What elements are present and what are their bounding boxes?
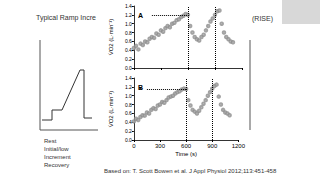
svg-text:900: 900 [207, 143, 218, 149]
svg-text:1.4: 1.4 [125, 75, 132, 81]
svg-text:V̇O2 (L·min⁻¹): V̇O2 (L·min⁻¹) [108, 91, 114, 128]
svg-text:0.0: 0.0 [125, 65, 132, 71]
html-text:Typical Ramp Incre: Typical Ramp Incre [36, 14, 96, 21]
html-text:Recovery: Recovery [44, 162, 70, 168]
html-text:Increment: Increment [44, 154, 71, 160]
svg-text:1200: 1200 [232, 143, 246, 149]
svg-text:Time (s): Time (s) [175, 151, 197, 157]
svg-text:1.4: 1.4 [125, 3, 132, 9]
svg-text:V̇O2 (L·min⁻¹): V̇O2 (L·min⁻¹) [108, 19, 114, 56]
svg-text:0.2: 0.2 [125, 56, 132, 62]
svg-text:1.2: 1.2 [125, 12, 132, 18]
svg-text:0.2: 0.2 [125, 128, 132, 134]
svg-text:300: 300 [155, 143, 166, 149]
svg-text:0.6: 0.6 [125, 110, 132, 116]
svg-text:0.6: 0.6 [125, 38, 132, 44]
svg-text:0.8: 0.8 [125, 102, 132, 108]
svg-text:0.4: 0.4 [125, 119, 132, 125]
svg-text:0.0: 0.0 [125, 137, 132, 143]
svg-text:A: A [138, 12, 143, 19]
html-text:Rest: Rest [44, 138, 57, 144]
svg-text:1.0: 1.0 [125, 93, 132, 99]
svg-text:1.0: 1.0 [125, 21, 132, 27]
html-text:Initial/low: Initial/low [44, 146, 69, 152]
svg-text:600: 600 [181, 143, 192, 149]
html-text:Based on: T. Scott Bowen et al: Based on: T. Scott Bowen et al. J Appl P… [104, 168, 277, 174]
svg-text:0: 0 [132, 143, 136, 149]
svg-text:1.2: 1.2 [125, 84, 132, 90]
html-text:(RISE): (RISE) [252, 15, 273, 22]
svg-text:0.4: 0.4 [125, 47, 132, 53]
svg-text:0.8: 0.8 [125, 30, 132, 36]
svg-text:B: B [138, 84, 143, 91]
